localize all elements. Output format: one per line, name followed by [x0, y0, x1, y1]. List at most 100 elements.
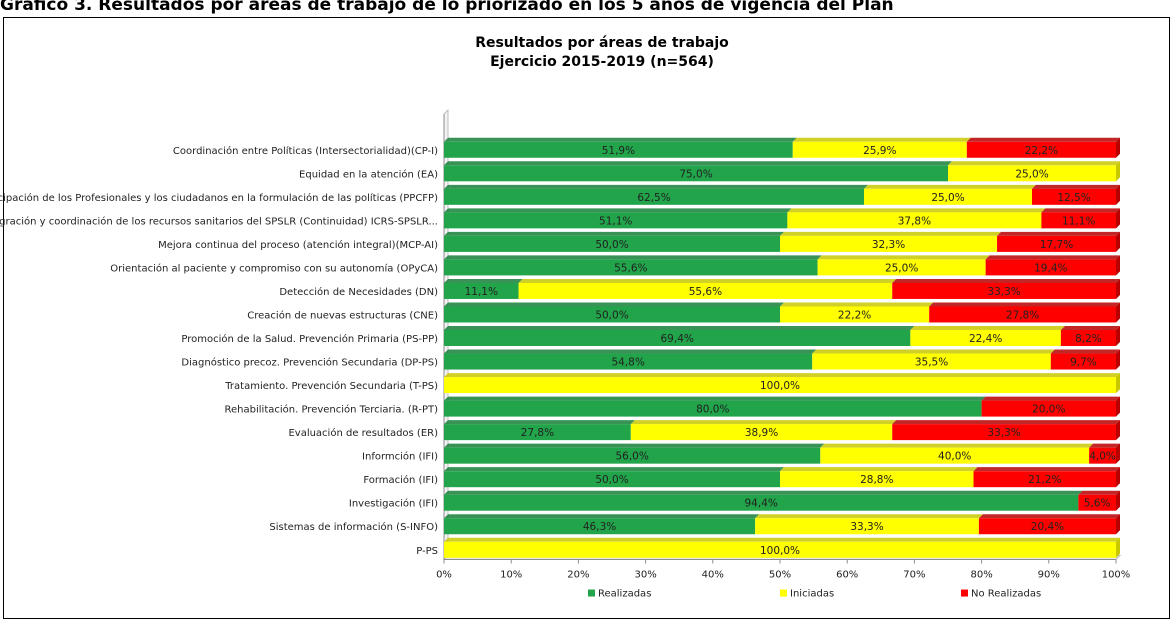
bar-segment-top [518, 278, 897, 283]
data-label: 38,9% [745, 427, 778, 439]
bar-segment [892, 282, 1116, 299]
bar-segment-top [444, 420, 635, 425]
data-label: 27,8% [1006, 309, 1039, 321]
bar-segment [985, 259, 1116, 276]
x-tick-label: 70% [903, 570, 925, 581]
x-tick-label: 90% [1038, 570, 1060, 581]
data-label: 17,7% [1040, 239, 1073, 251]
bar-segment [444, 282, 519, 299]
bar-segment-top [444, 373, 1120, 378]
data-label: 33,3% [987, 286, 1020, 298]
bar-segment-top [978, 514, 1120, 519]
bar-segment-top [1078, 490, 1120, 495]
legend-swatch [961, 589, 968, 597]
data-label: 54,8% [611, 357, 644, 369]
data-label: 25,0% [885, 262, 918, 274]
data-label: 12,5% [1057, 192, 1090, 204]
page-heading: Gráfico 3. Resultados por áreas de traba… [0, 0, 894, 15]
data-label: 33,3% [987, 427, 1020, 439]
bar-segment [817, 259, 986, 276]
bar-segment-side [1116, 396, 1120, 417]
x-tick-label: 100% [1102, 570, 1131, 581]
bar-segment-top [444, 490, 1083, 495]
data-label: 20,0% [1032, 404, 1065, 416]
bar-segment-top [973, 467, 1120, 472]
bar-segment [948, 165, 1116, 182]
bar-segment [444, 259, 818, 276]
bar-segment-top [787, 208, 1046, 213]
data-label: 25,9% [863, 145, 896, 157]
bar-segment-top [444, 208, 792, 213]
data-label: 20,4% [1031, 521, 1064, 533]
bar-segment-side [1116, 490, 1120, 511]
legend-swatch [780, 589, 787, 597]
bar-segment [812, 353, 1051, 370]
category-label: Equidad en la atención (EA) [299, 168, 438, 180]
data-label: 22,2% [1025, 145, 1058, 157]
bar-segment [910, 330, 1061, 347]
category-label: Informción (IFI) [362, 451, 438, 463]
data-label: 19,4% [1034, 262, 1067, 274]
bar-segment-side [1116, 326, 1120, 347]
legend-label: No Realizadas [971, 589, 1041, 600]
bar-segment-top [948, 161, 1120, 166]
data-label: 40,0% [938, 451, 971, 463]
bar-segment-side [1116, 278, 1120, 299]
bar-segment-top [966, 137, 1120, 142]
category-label: Orientación al paciente y compromiso con… [110, 262, 438, 274]
bar-segment-side [1116, 349, 1120, 370]
bar-segment-top [929, 302, 1120, 307]
x-tick-label: 0% [436, 570, 452, 581]
bar-segment-side [1116, 420, 1120, 441]
bar-segment [787, 212, 1042, 229]
bar-segment-top [1041, 208, 1120, 213]
bar-segment-top [444, 326, 915, 331]
bar-segment-top [444, 255, 822, 260]
bar-segment [755, 518, 979, 535]
data-label: 94,4% [745, 498, 778, 510]
bar-segment-top [812, 349, 1055, 354]
data-label: 27,8% [521, 427, 554, 439]
data-label: 80,0% [696, 404, 729, 416]
bar-segment-top [817, 255, 990, 260]
data-label: 8,2% [1075, 333, 1102, 345]
bar-segment-side [1116, 514, 1120, 535]
data-label: 37,8% [898, 215, 931, 227]
x-tick-label: 30% [634, 570, 656, 581]
bar-segment-top [910, 326, 1065, 331]
data-label: 28,8% [860, 474, 893, 486]
bar-segment-top [780, 467, 978, 472]
data-label: 69,4% [661, 333, 694, 345]
bar-segment [444, 541, 1116, 558]
data-label: 75,0% [679, 168, 712, 180]
data-label: 5,6% [1084, 498, 1111, 510]
bar-segment-top [780, 302, 934, 307]
data-label: 35,5% [915, 357, 948, 369]
bar-segment-top [1089, 443, 1120, 448]
bar-segment-side [1116, 184, 1120, 205]
data-label: 25,0% [931, 192, 964, 204]
category-label: Participación de los Profesionales y los… [0, 192, 438, 204]
bar-segment [444, 306, 780, 323]
bar-segment [444, 330, 911, 347]
bar-segment-side [1116, 231, 1120, 252]
x-tick-label: 40% [702, 570, 724, 581]
bar-segment [444, 188, 864, 205]
bar-segment-top [1060, 326, 1120, 331]
data-label: 21,2% [1028, 474, 1061, 486]
bar-segment-top [444, 467, 784, 472]
bar-segment-top [444, 231, 784, 236]
data-label: 55,6% [689, 286, 722, 298]
bar-segment-top [981, 396, 1120, 401]
category-label: P-PS [416, 546, 438, 557]
category-label: Coordinación entre Políticas (Intersecto… [173, 145, 438, 157]
category-label: Diagnóstico precoz. Prevención Secundari… [181, 357, 438, 369]
category-label: Creación de nuevas estructuras (CNE) [247, 309, 438, 321]
bar-segment-side [1116, 537, 1120, 558]
bar-segment-top [630, 420, 897, 425]
legend-swatch [588, 589, 595, 597]
data-label: 50,0% [595, 239, 628, 251]
bar-segment-top [444, 302, 784, 307]
category-label: Integración y coordinación de los recurs… [0, 215, 438, 227]
bar-segment-side [1116, 137, 1120, 158]
